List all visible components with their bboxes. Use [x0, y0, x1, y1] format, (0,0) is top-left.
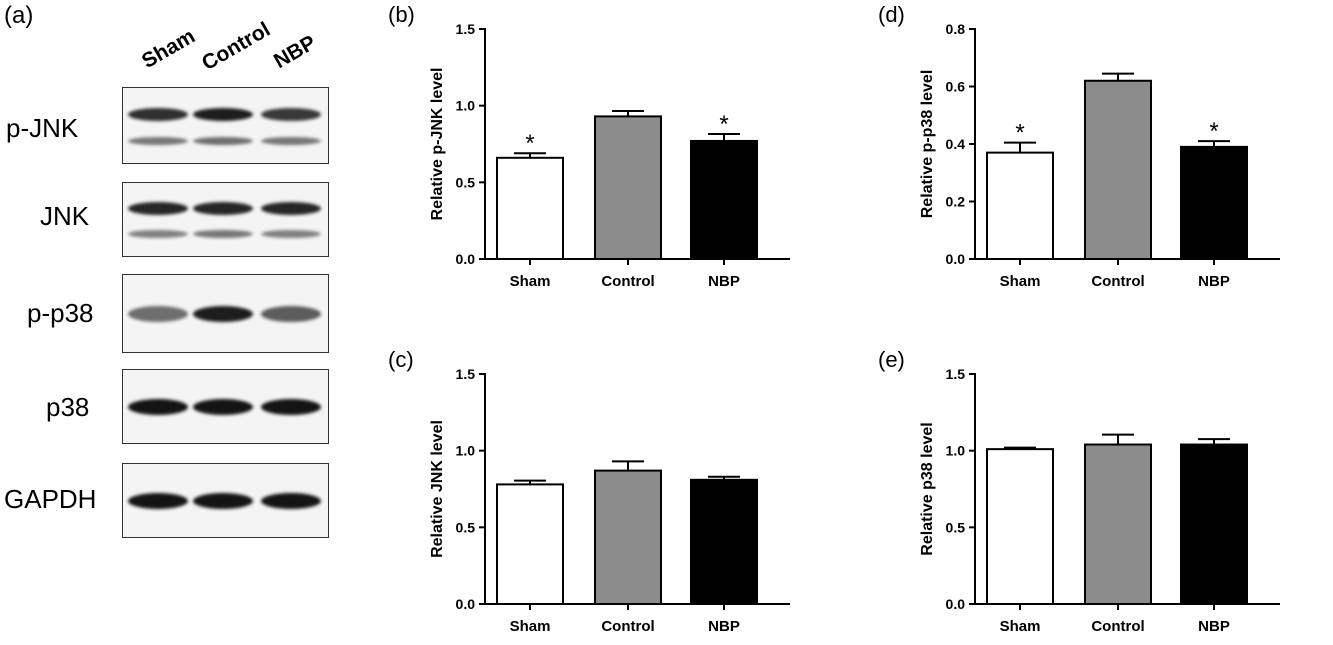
blot-band [261, 230, 321, 239]
blot-band [261, 107, 321, 121]
y-tick-label: 0.0 [946, 596, 966, 612]
significance-marker: * [1015, 120, 1024, 147]
blot-label-p-p38: p-p38 [27, 298, 94, 328]
blot-band [193, 107, 253, 121]
significance-marker: * [719, 111, 728, 138]
blot-band [128, 107, 188, 121]
blot-band [193, 398, 253, 415]
y-tick-label: 1.0 [946, 443, 966, 459]
blot-strip-gapdh [122, 463, 329, 538]
y-tick-label: 1.0 [456, 98, 476, 114]
blot-label-jnk: JNK [40, 201, 90, 231]
chart-panel-e: (e) 0.0 0.5 1.0 1.5 Relative p38 level Sham Con… [878, 347, 1280, 635]
x-tick-label: Sham [1000, 618, 1041, 635]
bar-control [594, 469, 662, 605]
blot-strip-p-jnk [122, 87, 329, 164]
panel-letter: (c) [388, 347, 414, 372]
significance-marker: * [1209, 118, 1218, 145]
bar-nbp [690, 478, 758, 605]
blot-band [193, 202, 253, 216]
blot-band [261, 492, 321, 509]
bar-sham [986, 151, 1054, 260]
y-tick-label: 1.5 [456, 366, 476, 382]
significance-marker: * [525, 130, 534, 157]
lane-header-sham: Sham [138, 24, 200, 74]
y-tick-label: 0.8 [946, 21, 966, 37]
blot-band [128, 202, 188, 216]
y-tick-label: 0.5 [946, 519, 966, 535]
blot-band [128, 398, 188, 415]
blot-band [128, 230, 188, 239]
blot-band [128, 305, 188, 322]
chart-panel-b: (b) 0.0 0.5 1.0 1.5 Relative p-JNK level Sham *… [388, 2, 790, 290]
x-tick-label: Sham [510, 273, 551, 290]
blot-label-p-jnk: p-JNK [6, 113, 79, 143]
bar-nbp [690, 139, 758, 260]
bar-sham [496, 156, 564, 260]
blot-label-gapdh: GAPDH [4, 484, 97, 514]
y-tick-label: 1.0 [456, 443, 476, 459]
y-tick-label: 0.0 [456, 251, 476, 267]
blot-band [193, 305, 253, 322]
blot-strip-p-p38 [122, 274, 329, 353]
blot-band [193, 136, 253, 145]
blot-band [128, 492, 188, 509]
blot-label-p38: p38 [46, 392, 90, 422]
y-tick-label: 0.6 [946, 79, 966, 95]
y-axis-label: Relative JNK level [429, 420, 446, 558]
blot-band [261, 305, 321, 322]
bar-nbp [1180, 443, 1248, 605]
x-tick-label: NBP [708, 618, 740, 635]
x-tick-label: Sham [510, 618, 551, 635]
bar-sham [986, 448, 1054, 605]
panel-letter: (d) [878, 2, 905, 27]
blot-band [261, 398, 321, 415]
y-axis-label: Relative p38 level [919, 422, 936, 555]
x-tick-label: Control [601, 618, 654, 635]
blot-strip-p38 [122, 369, 329, 444]
y-tick-label: 0.5 [456, 174, 476, 190]
x-tick-label: NBP [1198, 273, 1230, 290]
x-tick-label: Sham [1000, 273, 1041, 290]
y-tick-label: 1.5 [456, 21, 476, 37]
blot-band [128, 136, 188, 145]
x-tick-label: NBP [1198, 618, 1230, 635]
y-tick-label: 0.0 [946, 251, 966, 267]
panel-a-letter: (a) [4, 2, 34, 29]
y-tick-label: 0.2 [946, 194, 966, 210]
blot-band [193, 492, 253, 509]
blot-band [261, 202, 321, 216]
blot-strip-jnk [122, 182, 329, 257]
chart-panel-d: (d) 0.0 0.2 0.4 0.6 0.8 Relative p-p38 level Sh… [878, 2, 1280, 290]
x-tick-label: NBP [708, 273, 740, 290]
bar-sham [496, 483, 564, 605]
x-tick-label: Control [1091, 273, 1144, 290]
chart-panel-c: (c) 0.0 0.5 1.0 1.5 Relative JNK level Sham Con… [388, 347, 790, 635]
bar-control [1084, 79, 1152, 260]
lane-header-control: Control [198, 17, 275, 76]
blot-band [193, 230, 253, 239]
bar-control [1084, 443, 1152, 605]
blot-band [261, 136, 321, 145]
y-axis-label: Relative p-p38 level [919, 70, 936, 219]
x-tick-label: Control [601, 273, 654, 290]
y-axis-label: Relative p-JNK level [429, 68, 446, 221]
y-tick-label: 1.5 [946, 366, 966, 382]
y-tick-label: 0.5 [456, 519, 476, 535]
lane-header-nbp: NBP [270, 31, 320, 74]
x-tick-label: Control [1091, 618, 1144, 635]
bar-nbp [1180, 145, 1248, 260]
panel-letter: (e) [878, 347, 905, 372]
y-tick-label: 0.0 [456, 596, 476, 612]
y-tick-label: 0.4 [946, 136, 966, 152]
panel-letter: (b) [388, 2, 415, 27]
bar-control [594, 115, 662, 261]
